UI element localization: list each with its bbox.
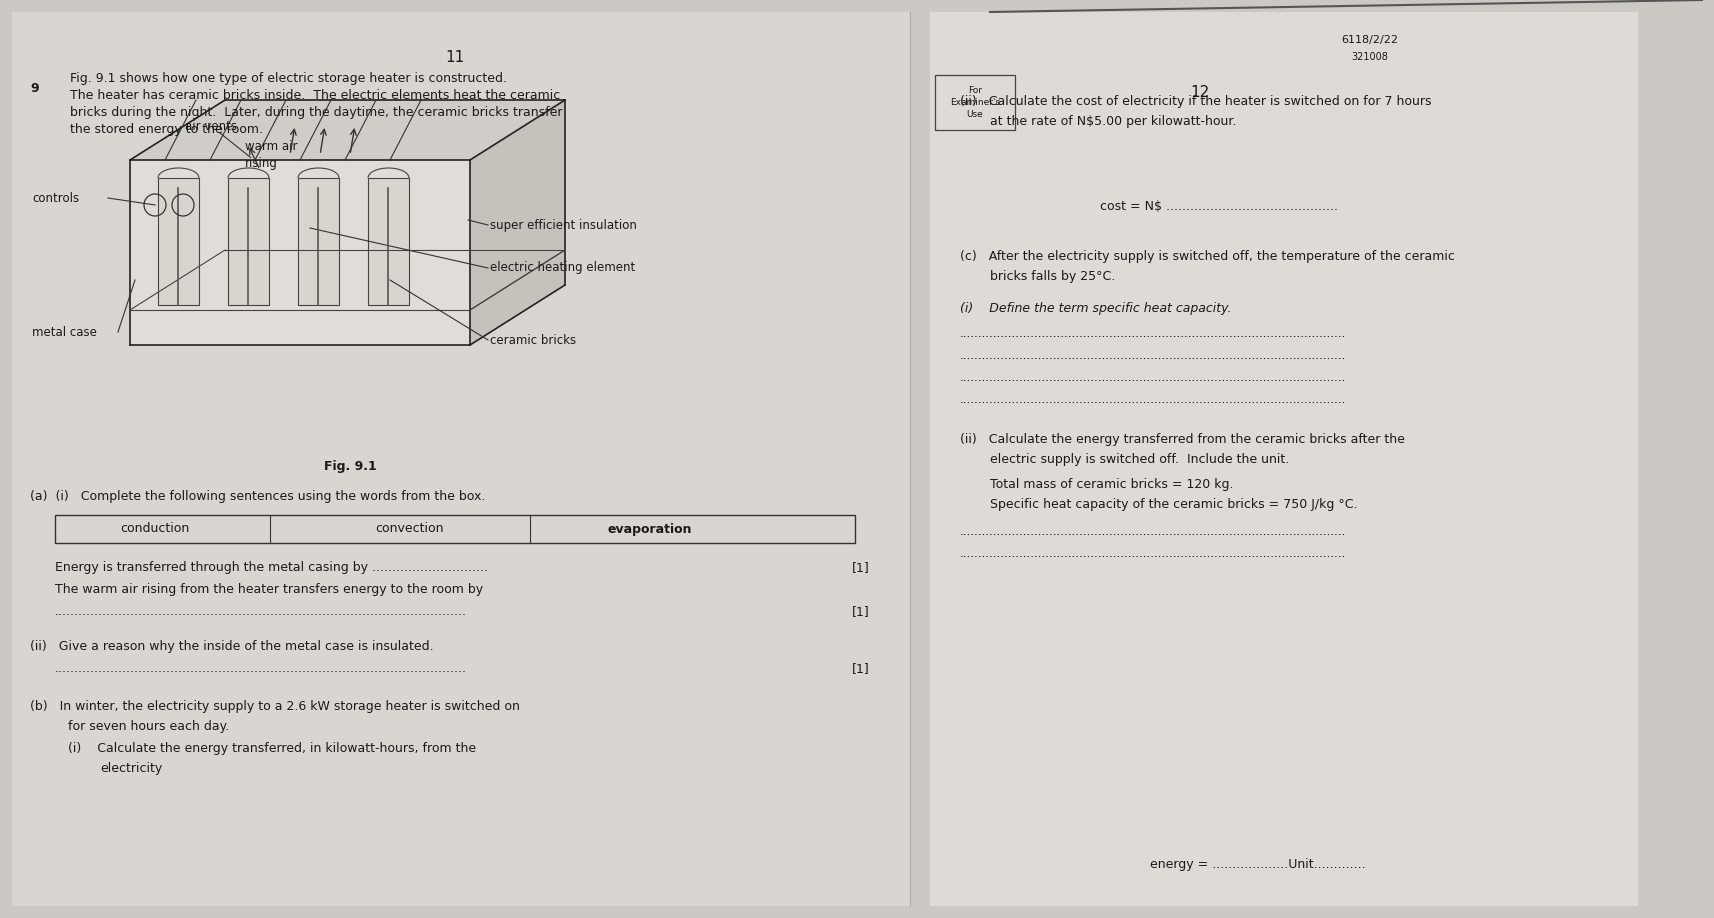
Bar <box>158 178 199 305</box>
Text: 321008: 321008 <box>1352 52 1388 62</box>
Text: (ii)   Give a reason why the inside of the metal case is insulated.: (ii) Give a reason why the inside of the… <box>31 640 434 653</box>
Text: bricks falls by 25°C.: bricks falls by 25°C. <box>991 270 1116 283</box>
Text: (ii)   Calculate the energy transferred from the ceramic bricks after the: (ii) Calculate the energy transferred fr… <box>960 433 1405 446</box>
Text: Specific heat capacity of the ceramic bricks = 750 J/kg °C.: Specific heat capacity of the ceramic br… <box>991 498 1357 511</box>
Text: [1]: [1] <box>852 561 871 574</box>
Text: electric heating element: electric heating element <box>490 262 636 274</box>
Text: ................................................................................: ........................................… <box>960 393 1345 406</box>
Text: warm air
rising: warm air rising <box>245 140 298 170</box>
Text: energy = ...................Unit.............: energy = ...................Unit........… <box>1150 858 1366 871</box>
Text: ceramic bricks: ceramic bricks <box>490 333 576 346</box>
Bar <box>936 75 1015 130</box>
Bar <box>369 178 410 305</box>
Text: conduction: conduction <box>120 522 190 535</box>
Polygon shape <box>470 100 566 345</box>
Text: (b)   In winter, the electricity supply to a 2.6 kW storage heater is switched o: (b) In winter, the electricity supply to… <box>31 700 519 713</box>
Text: cost = N$ ...........................................: cost = N$ ..............................… <box>1100 200 1339 213</box>
Text: [1]: [1] <box>852 662 871 675</box>
Text: 9: 9 <box>31 82 39 95</box>
Text: 6118/2/22: 6118/2/22 <box>1342 35 1399 45</box>
Text: bricks during the night.  Later, during the daytime, the ceramic bricks transfer: bricks during the night. Later, during t… <box>70 106 562 119</box>
Text: (i)    Define the term specific heat capacity.: (i) Define the term specific heat capaci… <box>960 302 1231 315</box>
Text: electric supply is switched off.  Include the unit.: electric supply is switched off. Include… <box>991 453 1289 466</box>
Text: (c)   After the electricity supply is switched off, the temperature of the ceram: (c) After the electricity supply is swit… <box>960 250 1455 263</box>
Text: 11: 11 <box>446 50 464 65</box>
Text: ................................................................................: ........................................… <box>960 371 1345 384</box>
Text: For
Examiner's
Use: For Examiner's Use <box>950 86 999 118</box>
Text: ................................................................................: ........................................… <box>55 605 466 618</box>
Text: electricity: electricity <box>99 762 163 775</box>
Text: Total mass of ceramic bricks = 120 kg.: Total mass of ceramic bricks = 120 kg. <box>991 478 1234 491</box>
Bar <box>12 12 910 906</box>
Bar <box>931 12 1639 906</box>
Polygon shape <box>130 100 566 160</box>
Text: for seven hours each day.: for seven hours each day. <box>69 720 230 733</box>
Text: (i)    Calculate the energy transferred, in kilowatt-hours, from the: (i) Calculate the energy transferred, in… <box>69 742 476 755</box>
Text: [1]: [1] <box>852 605 871 618</box>
Text: 12: 12 <box>1191 85 1210 100</box>
Bar <box>298 178 339 305</box>
Text: evaporation: evaporation <box>608 522 692 535</box>
Polygon shape <box>130 160 470 345</box>
Text: The warm air rising from the heater transfers energy to the room by: The warm air rising from the heater tran… <box>55 583 483 596</box>
Text: (a)  (i)   Complete the following sentences using the words from the box.: (a) (i) Complete the following sentences… <box>31 490 485 503</box>
Text: Fig. 9.1 shows how one type of electric storage heater is constructed.: Fig. 9.1 shows how one type of electric … <box>70 72 507 85</box>
Bar <box>55 515 855 543</box>
Text: Energy is transferred through the metal casing by .............................: Energy is transferred through the metal … <box>55 561 488 574</box>
Text: the stored energy to the room.: the stored energy to the room. <box>70 123 262 136</box>
Text: The heater has ceramic bricks inside.  The electric elements heat the ceramic: The heater has ceramic bricks inside. Th… <box>70 89 560 102</box>
Text: at the rate of N$5.00 per kilowatt-hour.: at the rate of N$5.00 per kilowatt-hour. <box>991 115 1236 128</box>
Text: convection: convection <box>375 522 444 535</box>
Text: super efficient insulation: super efficient insulation <box>490 218 638 231</box>
Text: ................................................................................: ........................................… <box>960 349 1345 362</box>
Text: ................................................................................: ........................................… <box>55 662 466 675</box>
Text: air vents: air vents <box>185 120 237 133</box>
Text: ................................................................................: ........................................… <box>960 525 1345 538</box>
Text: ................................................................................: ........................................… <box>960 547 1345 560</box>
Text: Fig. 9.1: Fig. 9.1 <box>324 460 377 473</box>
Text: controls: controls <box>33 192 79 205</box>
Text: ................................................................................: ........................................… <box>960 327 1345 340</box>
Text: metal case: metal case <box>33 326 98 339</box>
Text: (ii)   Calculate the cost of electricity if the heater is switched on for 7 hour: (ii) Calculate the cost of electricity i… <box>960 95 1431 108</box>
Bar <box>228 178 269 305</box>
